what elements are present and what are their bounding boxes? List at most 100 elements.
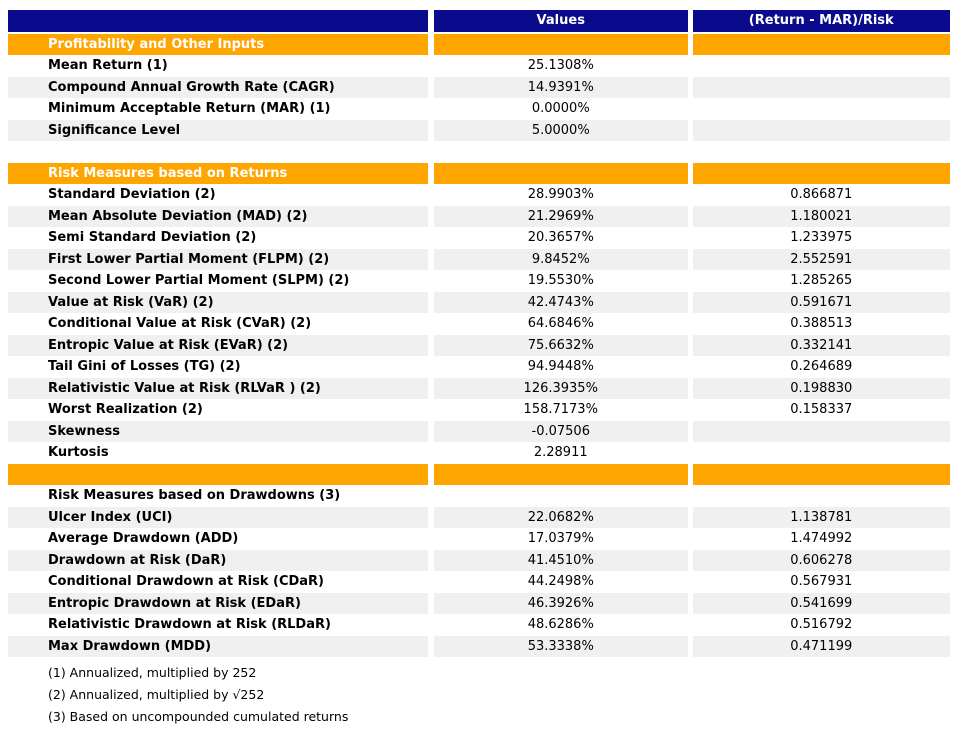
metric-row: Skewness -0.07506 <box>8 420 950 442</box>
metric-label: Kurtosis <box>8 442 431 464</box>
section-title <box>8 463 431 485</box>
section-title: Profitability and Other Inputs <box>8 32 431 55</box>
metric-label: First Lower Partial Moment (FLPM) (2) <box>8 248 431 270</box>
metric-label: Mean Return (1) <box>8 55 431 77</box>
metric-value: 0.0000% <box>428 98 690 120</box>
metric-label: Entropic Drawdown at Risk (EDaR) <box>8 592 431 614</box>
metric-value: 28.9903% <box>428 184 690 206</box>
metric-label: Worst Realization (2) <box>8 399 431 421</box>
metric-row: Worst Realization (2) 158.7173% 0.158337 <box>8 399 950 421</box>
metric-ratio <box>687 485 950 507</box>
metric-value: 75.6632% <box>428 334 690 356</box>
metric-value <box>428 463 690 485</box>
metric-ratio <box>687 463 950 485</box>
metric-value: 14.9391% <box>428 76 690 98</box>
metric-value <box>428 32 690 55</box>
metric-label: Tail Gini of Losses (TG) (2) <box>8 356 431 378</box>
metric-value: 46.3926% <box>428 592 690 614</box>
metric-row: Value at Risk (VaR) (2) 42.4743% 0.591671 <box>8 291 950 313</box>
risk-report-table: Values (Return - MAR)/Risk Profitability… <box>8 10 950 657</box>
metric-value: 94.9448% <box>428 356 690 378</box>
metric-label: Ulcer Index (UCI) <box>8 506 431 528</box>
metric-ratio: 0.471199 <box>687 635 950 657</box>
risk-table-body: Profitability and Other Inputs Mean Retur… <box>8 32 950 657</box>
metric-row: Average Drawdown (ADD) 17.0379% 1.474992 <box>8 528 950 550</box>
metric-row: Max Drawdown (MDD) 53.3338% 0.471199 <box>8 635 950 657</box>
metric-ratio: 0.264689 <box>687 356 950 378</box>
metric-ratio: 1.180021 <box>687 205 950 227</box>
metric-row: Kurtosis 2.28911 <box>8 442 950 464</box>
metric-ratio: 0.388513 <box>687 313 950 335</box>
subsection-title: Risk Measures based on Drawdowns (3) <box>8 485 431 507</box>
metric-value: 17.0379% <box>428 528 690 550</box>
table-header-row: Values (Return - MAR)/Risk <box>8 10 950 34</box>
metric-row: Mean Absolute Deviation (MAD) (2) 21.2969… <box>8 205 950 227</box>
metric-ratio: 0.541699 <box>687 592 950 614</box>
metric-value: 2.28911 <box>428 442 690 464</box>
metric-value: 25.1308% <box>428 55 690 77</box>
metric-value: 158.7173% <box>428 399 690 421</box>
metric-value: 53.3338% <box>428 635 690 657</box>
metric-row: Entropic Value at Risk (EVaR) (2) 75.6632… <box>8 334 950 356</box>
metric-row: Minimum Acceptable Return (MAR) (1) 0.000… <box>8 98 950 120</box>
metric-value: 20.3657% <box>428 227 690 249</box>
metric-row: Entropic Drawdown at Risk (EDaR) 46.3926%… <box>8 592 950 614</box>
metric-row: Significance Level 5.0000% <box>8 119 950 141</box>
metric-row: Relativistic Drawdown at Risk (RLDaR) 48.… <box>8 614 950 636</box>
metric-row: Ulcer Index (UCI) 22.0682% 1.138781 <box>8 506 950 528</box>
metric-row: Second Lower Partial Moment (SLPM) (2) 19… <box>8 270 950 292</box>
metric-label: Compound Annual Growth Rate (CAGR) <box>8 76 431 98</box>
metric-value: 5.0000% <box>428 119 690 141</box>
metric-label: Skewness <box>8 420 431 442</box>
spacer-cell <box>8 141 431 163</box>
metric-value: 21.2969% <box>428 205 690 227</box>
metric-value <box>428 141 690 163</box>
metric-label: Significance Level <box>8 119 431 141</box>
section-header-row: Risk Measures based on Returns <box>8 162 950 184</box>
metric-label: Conditional Drawdown at Risk (CDaR) <box>8 571 431 593</box>
metric-label: Mean Absolute Deviation (MAD) (2) <box>8 205 431 227</box>
metric-value: 64.6846% <box>428 313 690 335</box>
metric-ratio: 0.198830 <box>687 377 950 399</box>
metric-value: 9.8452% <box>428 248 690 270</box>
section-title: Risk Measures based on Returns <box>8 162 431 184</box>
footnote-2: (2) Annualized, multiplied by √252 <box>48 687 265 702</box>
metric-value: 44.2498% <box>428 571 690 593</box>
metric-ratio: 0.591671 <box>687 291 950 313</box>
metric-value: 22.0682% <box>428 506 690 528</box>
metric-ratio <box>687 420 950 442</box>
metric-label: Value at Risk (VaR) (2) <box>8 291 431 313</box>
metric-value: 126.3935% <box>428 377 690 399</box>
metric-row: Drawdown at Risk (DaR) 41.4510% 0.606278 <box>8 549 950 571</box>
metric-column-header <box>8 10 431 34</box>
metric-ratio: 0.158337 <box>687 399 950 421</box>
metric-label: Minimum Acceptable Return (MAR) (1) <box>8 98 431 120</box>
metric-ratio: 1.474992 <box>687 528 950 550</box>
metric-label: Second Lower Partial Moment (SLPM) (2) <box>8 270 431 292</box>
metric-ratio: 1.138781 <box>687 506 950 528</box>
metric-row: Compound Annual Growth Rate (CAGR) 14.939… <box>8 76 950 98</box>
metric-value: 19.5530% <box>428 270 690 292</box>
metric-ratio: 0.567931 <box>687 571 950 593</box>
return-mar-risk-column-header: (Return - MAR)/Risk <box>687 10 950 34</box>
metric-label: Drawdown at Risk (DaR) <box>8 549 431 571</box>
metric-ratio: 0.866871 <box>687 184 950 206</box>
metric-label: Conditional Value at Risk (CVaR) (2) <box>8 313 431 335</box>
metric-value: 41.4510% <box>428 549 690 571</box>
metric-row: Semi Standard Deviation (2) 20.3657% 1.233… <box>8 227 950 249</box>
metric-row: Conditional Value at Risk (CVaR) (2) 64.6… <box>8 313 950 335</box>
metric-label: Average Drawdown (ADD) <box>8 528 431 550</box>
values-column-header: Values <box>428 10 690 34</box>
metric-label: Entropic Value at Risk (EVaR) (2) <box>8 334 431 356</box>
metric-row: Mean Return (1) 25.1308% <box>8 55 950 77</box>
metric-ratio: 1.233975 <box>687 227 950 249</box>
metric-value: 48.6286% <box>428 614 690 636</box>
metric-value: 42.4743% <box>428 291 690 313</box>
footnotes: (1) Annualized, multiplied by 252 (2) An… <box>48 666 958 723</box>
spacer-row <box>8 141 950 163</box>
metric-row: Standard Deviation (2) 28.9903% 0.866871 <box>8 184 950 206</box>
metric-ratio: 0.332141 <box>687 334 950 356</box>
metric-label: Relativistic Value at Risk (RLVaR ) (2) <box>8 377 431 399</box>
metric-ratio <box>687 98 950 120</box>
metric-value <box>428 485 690 507</box>
